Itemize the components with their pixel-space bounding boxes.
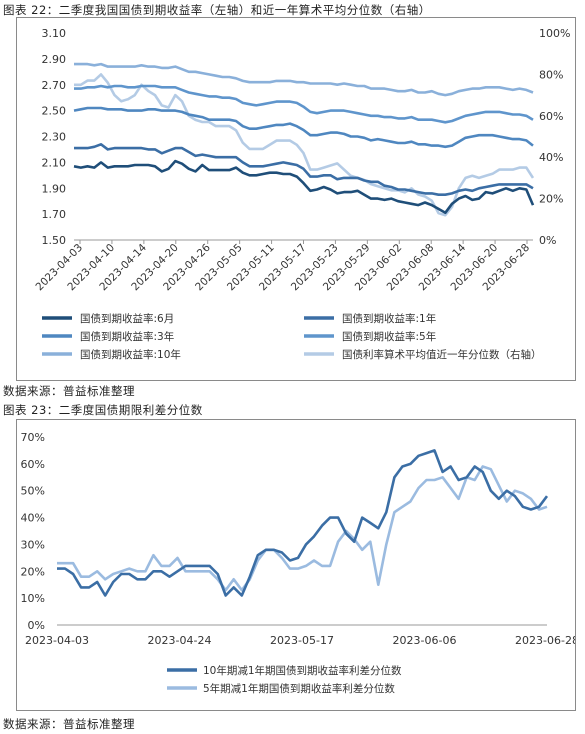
x-tick-label: 2023-06-28: [515, 634, 575, 647]
y-right-tick-label: 20%: [539, 193, 563, 206]
y-left-tick-label: 2.30: [42, 131, 67, 144]
y-tick-label: 20%: [21, 565, 45, 578]
series-line: [57, 449, 549, 597]
series-line: [74, 84, 534, 124]
y-tick-label: 40%: [21, 512, 45, 525]
series-line: [74, 73, 535, 217]
y-tick-label: 0%: [28, 619, 45, 632]
series-line: [74, 62, 534, 97]
legend-label: 10年期减1年期国债到期收益率利差分位数: [203, 664, 402, 677]
y-left-tick-label: 1.90: [42, 182, 67, 195]
legend-label: 5年期减1年期国债到期收益率利差分位数: [203, 682, 395, 695]
y-tick-label: 70%: [21, 431, 45, 444]
legend-label: 国债到期收益率:6月: [80, 312, 174, 325]
figure1-source: 数据来源：普益标准整理: [3, 384, 135, 398]
figure2-frame: 0% 10% 20% 30% 40% 50% 60% 70% 2023-04-03 2023-04…: [16, 419, 579, 711]
figure2-caption: 图表 23：二季度国债期限利差分位数: [3, 403, 203, 417]
x-tick-label: 2023-05-17: [270, 634, 334, 647]
y-left-tick-label: 1.70: [42, 208, 67, 221]
y-tick-label: 30%: [21, 538, 45, 551]
series-line: [57, 465, 548, 592]
series-line: [74, 143, 534, 196]
legend-label: 国债利率算术平均值近一年分位数（右轴）: [342, 348, 542, 361]
legend-label: 国债到期收益率:1年: [342, 312, 436, 325]
y-left-tick-label: 2.90: [42, 53, 67, 66]
y-right-tick-label: 100%: [539, 27, 570, 40]
y-right-tick-label: 60%: [539, 110, 563, 123]
series-line: [73, 106, 534, 149]
legend-label: 国债到期收益率:5年: [342, 330, 436, 343]
y-right-tick-label: 40%: [539, 151, 563, 164]
chart2-svg: 0% 10% 20% 30% 40% 50% 60% 70% 2023-04-03 2023-04…: [21, 431, 579, 695]
legend-label: 国债到期收益率:3年: [80, 330, 174, 343]
y-right-tick-label: 0%: [539, 234, 556, 247]
y-left-tick-label: 2.70: [42, 79, 67, 92]
figure1-frame: 1.50 1.70 1.90 2.10 2.30 2.50 2.70 2.90 3.10 0% 20…: [16, 17, 576, 381]
series-line: [73, 159, 535, 215]
y-right-tick-label: 80%: [539, 68, 563, 81]
y-left-tick-label: 2.50: [42, 105, 67, 118]
figure1-caption: 图表 22：二季度我国国债到期收益率（左轴）和近一年算术平均分位数（右轴）: [3, 3, 431, 17]
figure2-source: 数据来源：普益标准整理: [3, 717, 135, 731]
x-tick-label: 2023-04-24: [148, 634, 212, 647]
x-tick-label: 2023-06-06: [393, 634, 457, 647]
legend-label: 国债到期收益率:10年: [80, 348, 181, 361]
chart1-svg: 1.50 1.70 1.90 2.10 2.30 2.50 2.70 2.90 3.10 0% 20…: [33, 27, 570, 361]
y-left-tick-label: 2.10: [42, 156, 67, 169]
x-tick-label: 2023-04-03: [25, 634, 89, 647]
y-tick-label: 10%: [21, 592, 45, 605]
y-left-tick-label: 1.50: [42, 234, 67, 247]
y-left-tick-label: 3.10: [42, 27, 67, 40]
y-tick-label: 50%: [21, 485, 45, 498]
y-tick-label: 60%: [21, 458, 45, 471]
